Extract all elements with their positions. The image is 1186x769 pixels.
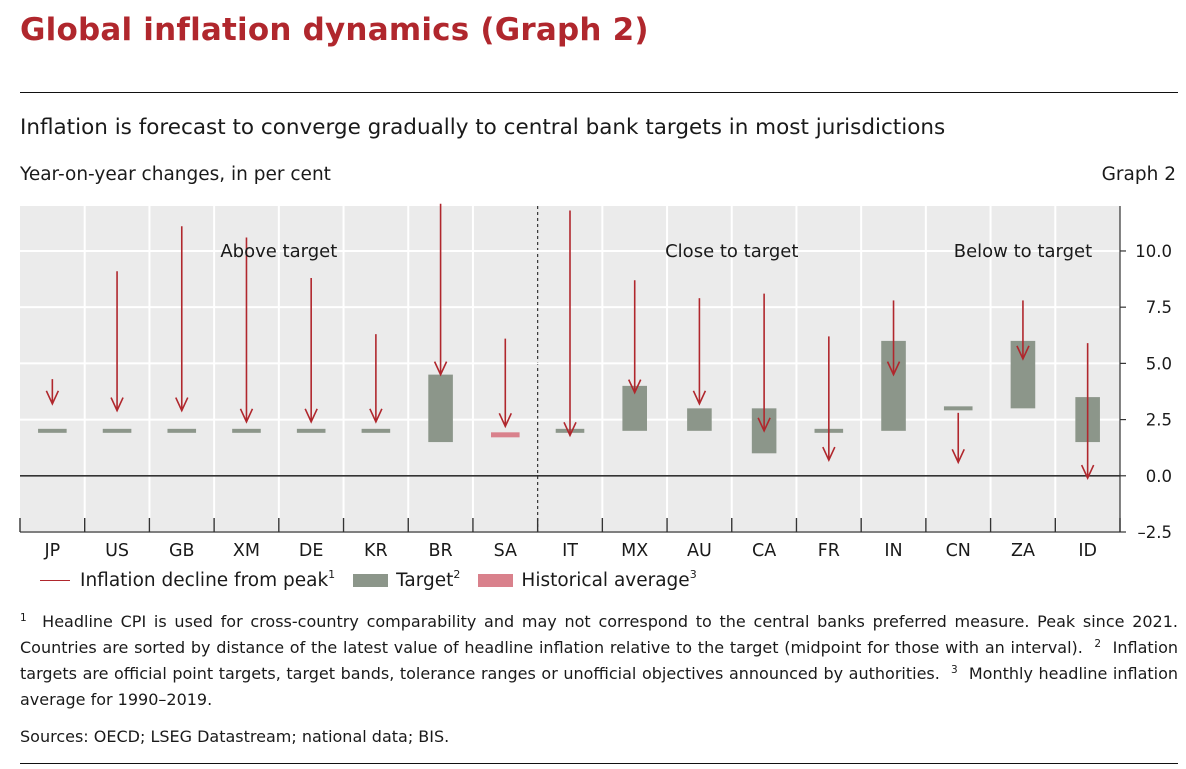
graph-number-label: Graph 2 xyxy=(1101,164,1176,185)
x-tick-label: ZA xyxy=(1011,541,1035,561)
chart-subtitle: Inflation is forecast to converge gradua… xyxy=(20,115,946,140)
arrow-layer xyxy=(45,203,1095,480)
chart-units-label: Year-on-year changes, in per cent xyxy=(20,164,331,185)
x-tick-label: CN xyxy=(946,541,971,561)
target-point xyxy=(167,428,197,433)
decline-arrow-head xyxy=(822,446,836,462)
x-tick-label: GB xyxy=(169,541,195,561)
decline-arrow-head xyxy=(175,397,189,413)
decline-arrow-head xyxy=(886,361,901,377)
bottom-rule xyxy=(20,763,1178,764)
target-point xyxy=(102,428,132,433)
x-tick-label: CA xyxy=(752,541,776,561)
target-band xyxy=(428,374,453,443)
x-tick-label: ID xyxy=(1078,541,1097,561)
footnote-3: Monthly headline inflation average for 1… xyxy=(20,664,1179,709)
target-point xyxy=(296,428,326,433)
legend-swatch-target xyxy=(353,574,389,587)
footnote-2: Inflation targets are official point tar… xyxy=(20,638,1179,683)
decline-arrow-head xyxy=(110,397,124,413)
x-tick-label: JP xyxy=(43,541,60,561)
legend-label-decline: Inflation decline from peak xyxy=(80,570,329,591)
decline-arrow-head xyxy=(757,417,771,433)
x-tick-label: DE xyxy=(299,541,324,561)
x-tick-label: KR xyxy=(364,541,388,561)
legend-item-historical: Historical average 3 xyxy=(478,568,697,591)
target-point xyxy=(232,428,261,433)
decline-arrow-head xyxy=(45,390,60,406)
group-label: Above target xyxy=(220,241,337,262)
page-title: Global inflation dynamics (Graph 2) xyxy=(20,12,649,48)
decline-arrow-head xyxy=(692,390,707,406)
decline-arrow-head xyxy=(563,421,577,438)
footnote-1: Headline CPI is used for cross-country c… xyxy=(20,612,1179,657)
footnote-marker-2: 2 xyxy=(1094,638,1102,650)
y-tick-label: 5.0 xyxy=(1146,354,1172,373)
decline-arrow-head xyxy=(1016,345,1030,361)
x-tick-label: XM xyxy=(233,541,260,561)
footnotes: 1 Headline CPI is used for cross-country… xyxy=(20,610,1178,712)
target-point xyxy=(361,428,391,433)
legend-swatch-historical xyxy=(478,574,514,587)
group-label: Below to target xyxy=(954,241,1092,262)
x-tick-label: SA xyxy=(494,541,517,561)
y-tick-label: 10.0 xyxy=(1135,242,1172,261)
decline-arrow-head xyxy=(433,361,448,377)
x-tick-label: FR xyxy=(818,541,840,561)
decline-arrow-head xyxy=(369,408,383,424)
target-band xyxy=(687,408,712,431)
footnote-marker-1: 1 xyxy=(20,612,27,624)
decline-arrow-head xyxy=(239,408,254,424)
historical-average-mark xyxy=(491,432,520,438)
target-point xyxy=(943,406,973,411)
y-tick-label: 2.5 xyxy=(1146,411,1172,430)
legend-swatch-decline xyxy=(40,580,70,581)
x-tick-label: US xyxy=(105,541,129,561)
label-layer: 10.0 7.5 5.0 2.5 0.0 –2.5 Above target Close to… xyxy=(43,241,1172,561)
y-tick-label: –2.5 xyxy=(1138,523,1173,542)
footnote-marker-3: 3 xyxy=(951,664,958,676)
legend-sup-decline: 1 xyxy=(328,568,336,581)
legend-item-decline: Inflation decline from peak 1 xyxy=(40,568,336,591)
x-tick-label: MX xyxy=(621,541,648,561)
legend-label-target: Target xyxy=(396,570,454,591)
y-tick-label: 0.0 xyxy=(1146,467,1172,486)
legend-sup-historical: 3 xyxy=(689,568,697,581)
x-tick-label: BR xyxy=(429,541,453,561)
decline-arrow-head xyxy=(498,412,513,429)
decline-arrow-head xyxy=(627,379,642,395)
inflation-chart: 10.0 7.5 5.0 2.5 0.0 –2.5 Above target Close to… xyxy=(19,203,1172,561)
chart-legend: Inflation decline from peak 1 Target 2 His… xyxy=(40,568,715,591)
sources-note: Sources: OECD; LSEG Datastream; national… xyxy=(20,727,450,746)
target-point xyxy=(38,428,67,433)
y-tick-label: 7.5 xyxy=(1146,298,1172,317)
legend-label-historical: Historical average xyxy=(521,570,690,591)
decline-arrow-head xyxy=(1080,464,1095,480)
top-rule xyxy=(20,92,1178,93)
x-tick-label: AU xyxy=(687,541,712,561)
group-label: Close to target xyxy=(665,241,798,262)
legend-sup-target: 2 xyxy=(453,568,461,581)
x-tick-label: IT xyxy=(562,541,578,561)
decline-arrow-head xyxy=(304,408,318,424)
decline-arrow-head xyxy=(951,448,965,465)
x-tick-label: IN xyxy=(884,541,902,561)
legend-item-target: Target 2 xyxy=(353,568,461,591)
